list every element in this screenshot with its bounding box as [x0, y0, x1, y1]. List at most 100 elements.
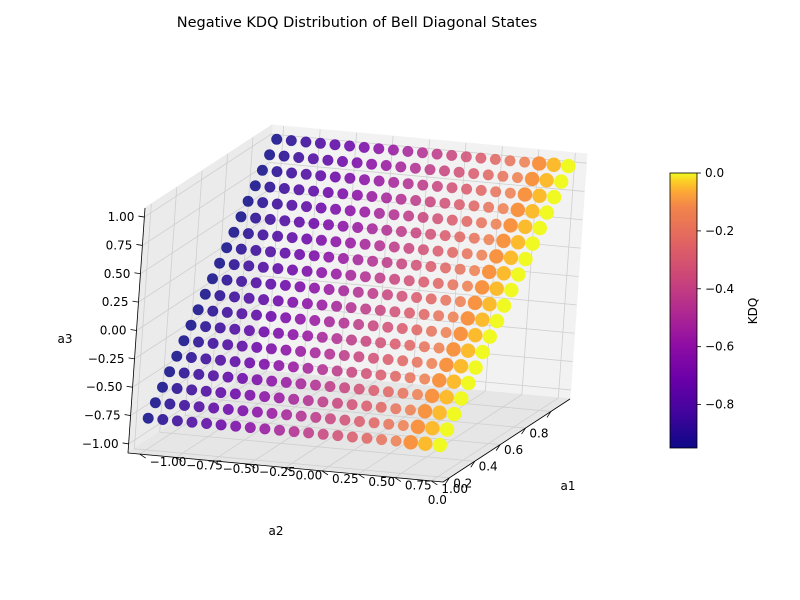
scatter-point	[301, 233, 313, 245]
colorbar-tick-label: −0.2	[705, 224, 734, 238]
scatter-point	[517, 219, 533, 235]
scatter-point	[288, 393, 300, 405]
scatter-point	[332, 430, 344, 442]
scatter-point	[396, 322, 408, 334]
scatter-point	[222, 403, 234, 415]
scatter-point	[380, 160, 392, 172]
scatter-point	[179, 399, 191, 411]
scatter-point	[388, 209, 400, 221]
z-tick-mark	[126, 385, 133, 388]
scatter-point	[308, 282, 320, 294]
scatter-point	[279, 215, 291, 227]
scatter-point	[382, 321, 394, 333]
scatter-point	[228, 259, 240, 271]
gridline-z-side	[134, 275, 262, 360]
gridline-x-floor	[212, 377, 340, 462]
scatter-point	[389, 370, 401, 382]
gridline-y-floor	[134, 448, 450, 479]
scatter-point	[358, 141, 370, 153]
scatter-point	[396, 258, 408, 270]
scatter-point	[517, 187, 533, 202]
scatter-point	[323, 316, 335, 328]
x-tick-label: 0.00	[296, 469, 323, 483]
scatter-point	[208, 402, 220, 414]
scatter-point	[272, 230, 284, 242]
scatter-point	[439, 197, 451, 209]
scatter-point	[410, 227, 422, 239]
scatter-point	[178, 335, 190, 347]
y-tick-mark	[521, 427, 526, 435]
scatter-point	[264, 181, 276, 193]
scatter-point	[258, 326, 270, 338]
scatter-point	[330, 236, 342, 248]
scatter-point	[200, 385, 212, 397]
z-tick-label: −0.50	[86, 380, 123, 394]
scatter-point	[418, 308, 430, 320]
scatter-point	[387, 144, 399, 156]
scatter-point	[200, 353, 212, 365]
scatter-point	[280, 376, 292, 388]
scatter-point	[446, 182, 458, 194]
scatter-point	[373, 207, 385, 219]
scatter-point	[474, 280, 490, 295]
y-axis-line	[442, 398, 571, 483]
scatter-point	[380, 192, 392, 204]
scatter-point	[395, 226, 407, 238]
x-tick-mark	[358, 473, 365, 479]
scatter-point	[417, 179, 429, 191]
scatter-point	[503, 250, 519, 266]
scatter-point	[257, 229, 269, 241]
scatter-point	[256, 164, 268, 176]
scatter-point	[344, 140, 356, 152]
scatter-point	[403, 275, 415, 287]
scatter-point	[229, 356, 241, 368]
scatter-point	[322, 154, 334, 166]
scatter-point	[221, 274, 233, 286]
x-tick-mark	[248, 463, 256, 469]
scatter-point	[157, 413, 169, 425]
scatter-point	[193, 401, 205, 413]
scatter-point	[367, 352, 379, 364]
scatter-point	[539, 205, 555, 220]
scatter-point	[329, 139, 341, 151]
scatter-point	[402, 145, 414, 157]
gridline-z-back	[269, 162, 585, 192]
scatter-point	[178, 367, 190, 379]
scatter-point	[324, 380, 336, 392]
scatter-point	[272, 263, 284, 275]
scatter-point	[300, 201, 312, 213]
scatter-point	[164, 398, 176, 410]
scatter-point	[419, 373, 431, 385]
scatter-point	[286, 264, 298, 276]
scatter-point	[389, 306, 401, 318]
scatter-point	[272, 327, 284, 339]
scatter-point	[230, 420, 242, 432]
y-tick-label: 0.8	[529, 426, 548, 440]
y-tick-label: 0.2	[453, 476, 472, 490]
scatter-point	[251, 374, 263, 386]
scatter-point	[497, 203, 509, 215]
z-tick-mark	[132, 300, 139, 303]
x-tick-label: 1.00	[441, 482, 468, 496]
scatter-point	[314, 137, 326, 149]
scatter-point	[453, 326, 469, 342]
scatter-point	[417, 211, 429, 223]
scatter-point	[454, 296, 466, 308]
scatter-point	[469, 265, 481, 277]
x-tick-mark	[139, 453, 146, 459]
scatter-point	[432, 277, 444, 289]
z-tick-label: 1.00	[108, 210, 135, 224]
scatter-point	[375, 337, 387, 349]
gridline-x-floor	[285, 384, 413, 468]
scatter-point	[302, 395, 314, 407]
scatter-point	[397, 419, 409, 431]
scatter-point	[315, 202, 327, 214]
scatter-point	[360, 335, 372, 347]
scatter-point	[359, 206, 371, 218]
scatter-point	[381, 224, 393, 236]
scatter-point	[185, 351, 197, 363]
scatter-point	[171, 382, 183, 394]
scatter-point	[468, 360, 483, 375]
scatter-point	[280, 344, 292, 356]
scatter-point	[410, 419, 426, 435]
